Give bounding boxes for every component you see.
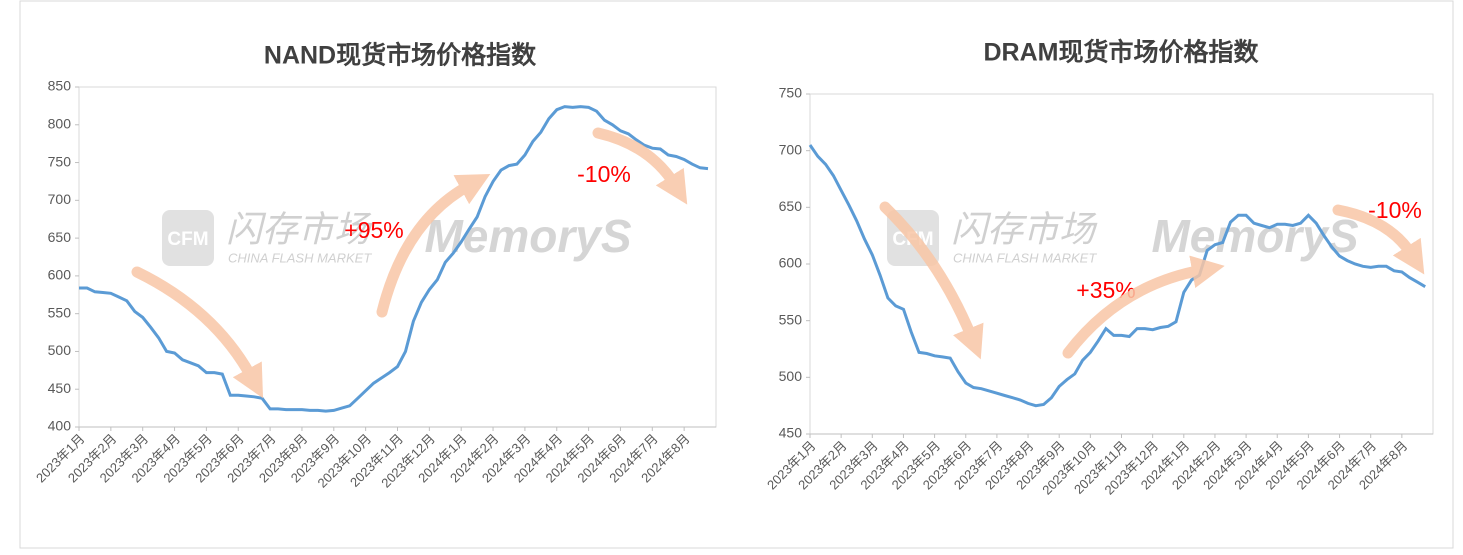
- y-tick-label: 700: [48, 191, 72, 207]
- y-tick-label: 500: [779, 368, 803, 384]
- watermark-brand: MemoryS: [1151, 210, 1358, 262]
- watermark-cn: 闪存市场: [951, 209, 1098, 250]
- annotation: -10%: [577, 161, 631, 187]
- y-tick-label: 400: [48, 418, 72, 434]
- watermark-logo: CFM: [167, 229, 208, 250]
- y-tick-label: 850: [48, 78, 72, 94]
- watermark-en: CHINA FLASH MARKET: [228, 250, 372, 265]
- y-tick-label: 700: [779, 141, 803, 157]
- annotation: +95%: [344, 217, 403, 243]
- y-tick-label: 450: [48, 380, 72, 396]
- y-tick-label: 450: [779, 425, 803, 441]
- chart-title: NAND现货市场价格指数: [264, 41, 537, 70]
- watermark-en: CHINA FLASH MARKET: [953, 250, 1097, 265]
- trend-arrows: [131, 127, 1425, 399]
- chart-title: DRAM现货市场价格指数: [984, 38, 1260, 67]
- y-tick-label: 500: [48, 342, 72, 358]
- y-tick-label: 750: [48, 153, 72, 169]
- price-line: [79, 105, 709, 413]
- y-tick-label: 650: [48, 229, 72, 245]
- y-tick-label: 750: [779, 85, 803, 101]
- watermark-logo-box: [162, 210, 214, 266]
- y-tick-label: 600: [779, 255, 803, 271]
- y-tick-label: 550: [48, 304, 72, 320]
- y-tick-label: 600: [48, 267, 72, 283]
- watermark-brand: MemoryS: [424, 210, 631, 262]
- y-tick-label: 550: [779, 311, 803, 327]
- y-tick-label: 650: [779, 198, 803, 214]
- price-line: [808, 144, 1426, 408]
- watermark-cn: 闪存市场: [226, 209, 373, 250]
- y-tick-label: 800: [48, 115, 72, 131]
